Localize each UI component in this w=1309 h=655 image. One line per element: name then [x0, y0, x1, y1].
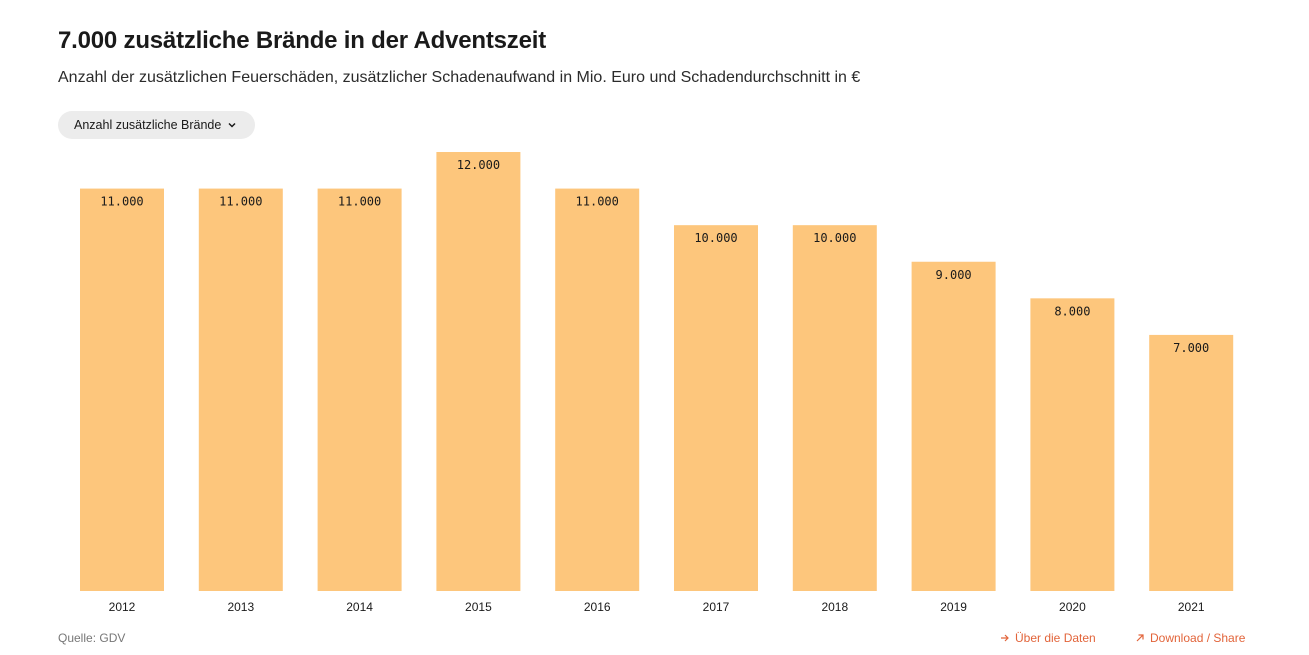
download-share-label: Download / Share — [1150, 631, 1246, 645]
download-share-link[interactable]: Download / Share — [1135, 631, 1245, 645]
bar-value-label-2021: 7.000 — [1173, 341, 1209, 355]
chart-subtitle: Anzahl der zusätzlichen Feuerschäden, zu… — [58, 69, 861, 86]
bar-value-label-2015: 12.000 — [457, 158, 500, 172]
bar-value-label-2016: 11.000 — [576, 195, 619, 209]
bar-2018[interactable] — [792, 225, 877, 591]
bar-2016[interactable] — [555, 188, 640, 592]
about-data-label: Über die Daten — [1015, 631, 1096, 645]
chart-title: 7.000 zusätzliche Brände in der Adventsz… — [58, 27, 547, 54]
x-tick-label-2021: 2021 — [1178, 600, 1205, 614]
x-tick-label-2013: 2013 — [227, 600, 254, 614]
x-tick-label-2012: 2012 — [109, 600, 136, 614]
bar-value-label-2012: 11.000 — [100, 195, 143, 209]
bar-value-label-2014: 11.000 — [338, 195, 381, 209]
bar-value-label-2013: 11.000 — [219, 195, 262, 209]
bar-value-label-2018: 10.000 — [813, 231, 856, 245]
metric-dropdown[interactable]: Anzahl zusätzliche Brände — [58, 111, 256, 139]
chevron-down-icon — [228, 122, 236, 128]
about-data-link[interactable]: Über die Daten — [1000, 631, 1096, 645]
x-tick-label-2015: 2015 — [465, 600, 492, 614]
x-tick-label-2014: 2014 — [346, 600, 373, 614]
x-tick-label-2017: 2017 — [703, 600, 730, 614]
bar-2014[interactable] — [317, 188, 402, 592]
bar-value-label-2020: 8.000 — [1054, 304, 1090, 318]
arrow-right-icon — [1001, 634, 1009, 642]
bar-2017[interactable] — [674, 225, 758, 591]
source-note: Quelle: GDV — [58, 631, 126, 645]
x-tick-label-2019: 2019 — [940, 600, 967, 614]
bar-2012[interactable] — [80, 188, 164, 592]
bar-2021[interactable] — [1149, 334, 1234, 591]
x-tick-label-2016: 2016 — [584, 600, 611, 614]
bar-value-label-2017: 10.000 — [694, 231, 737, 245]
bar-2020[interactable] — [1030, 298, 1115, 591]
bar-2019[interactable] — [911, 261, 996, 591]
bar-2015[interactable] — [436, 152, 521, 591]
metric-dropdown-label: Anzahl zusätzliche Brände — [74, 118, 222, 132]
bar-2013[interactable] — [198, 188, 283, 592]
arrow-up-right-icon — [1136, 634, 1144, 642]
x-tick-label-2020: 2020 — [1059, 600, 1086, 614]
x-tick-label-2018: 2018 — [821, 600, 848, 614]
bar-value-label-2019: 9.000 — [936, 268, 972, 282]
